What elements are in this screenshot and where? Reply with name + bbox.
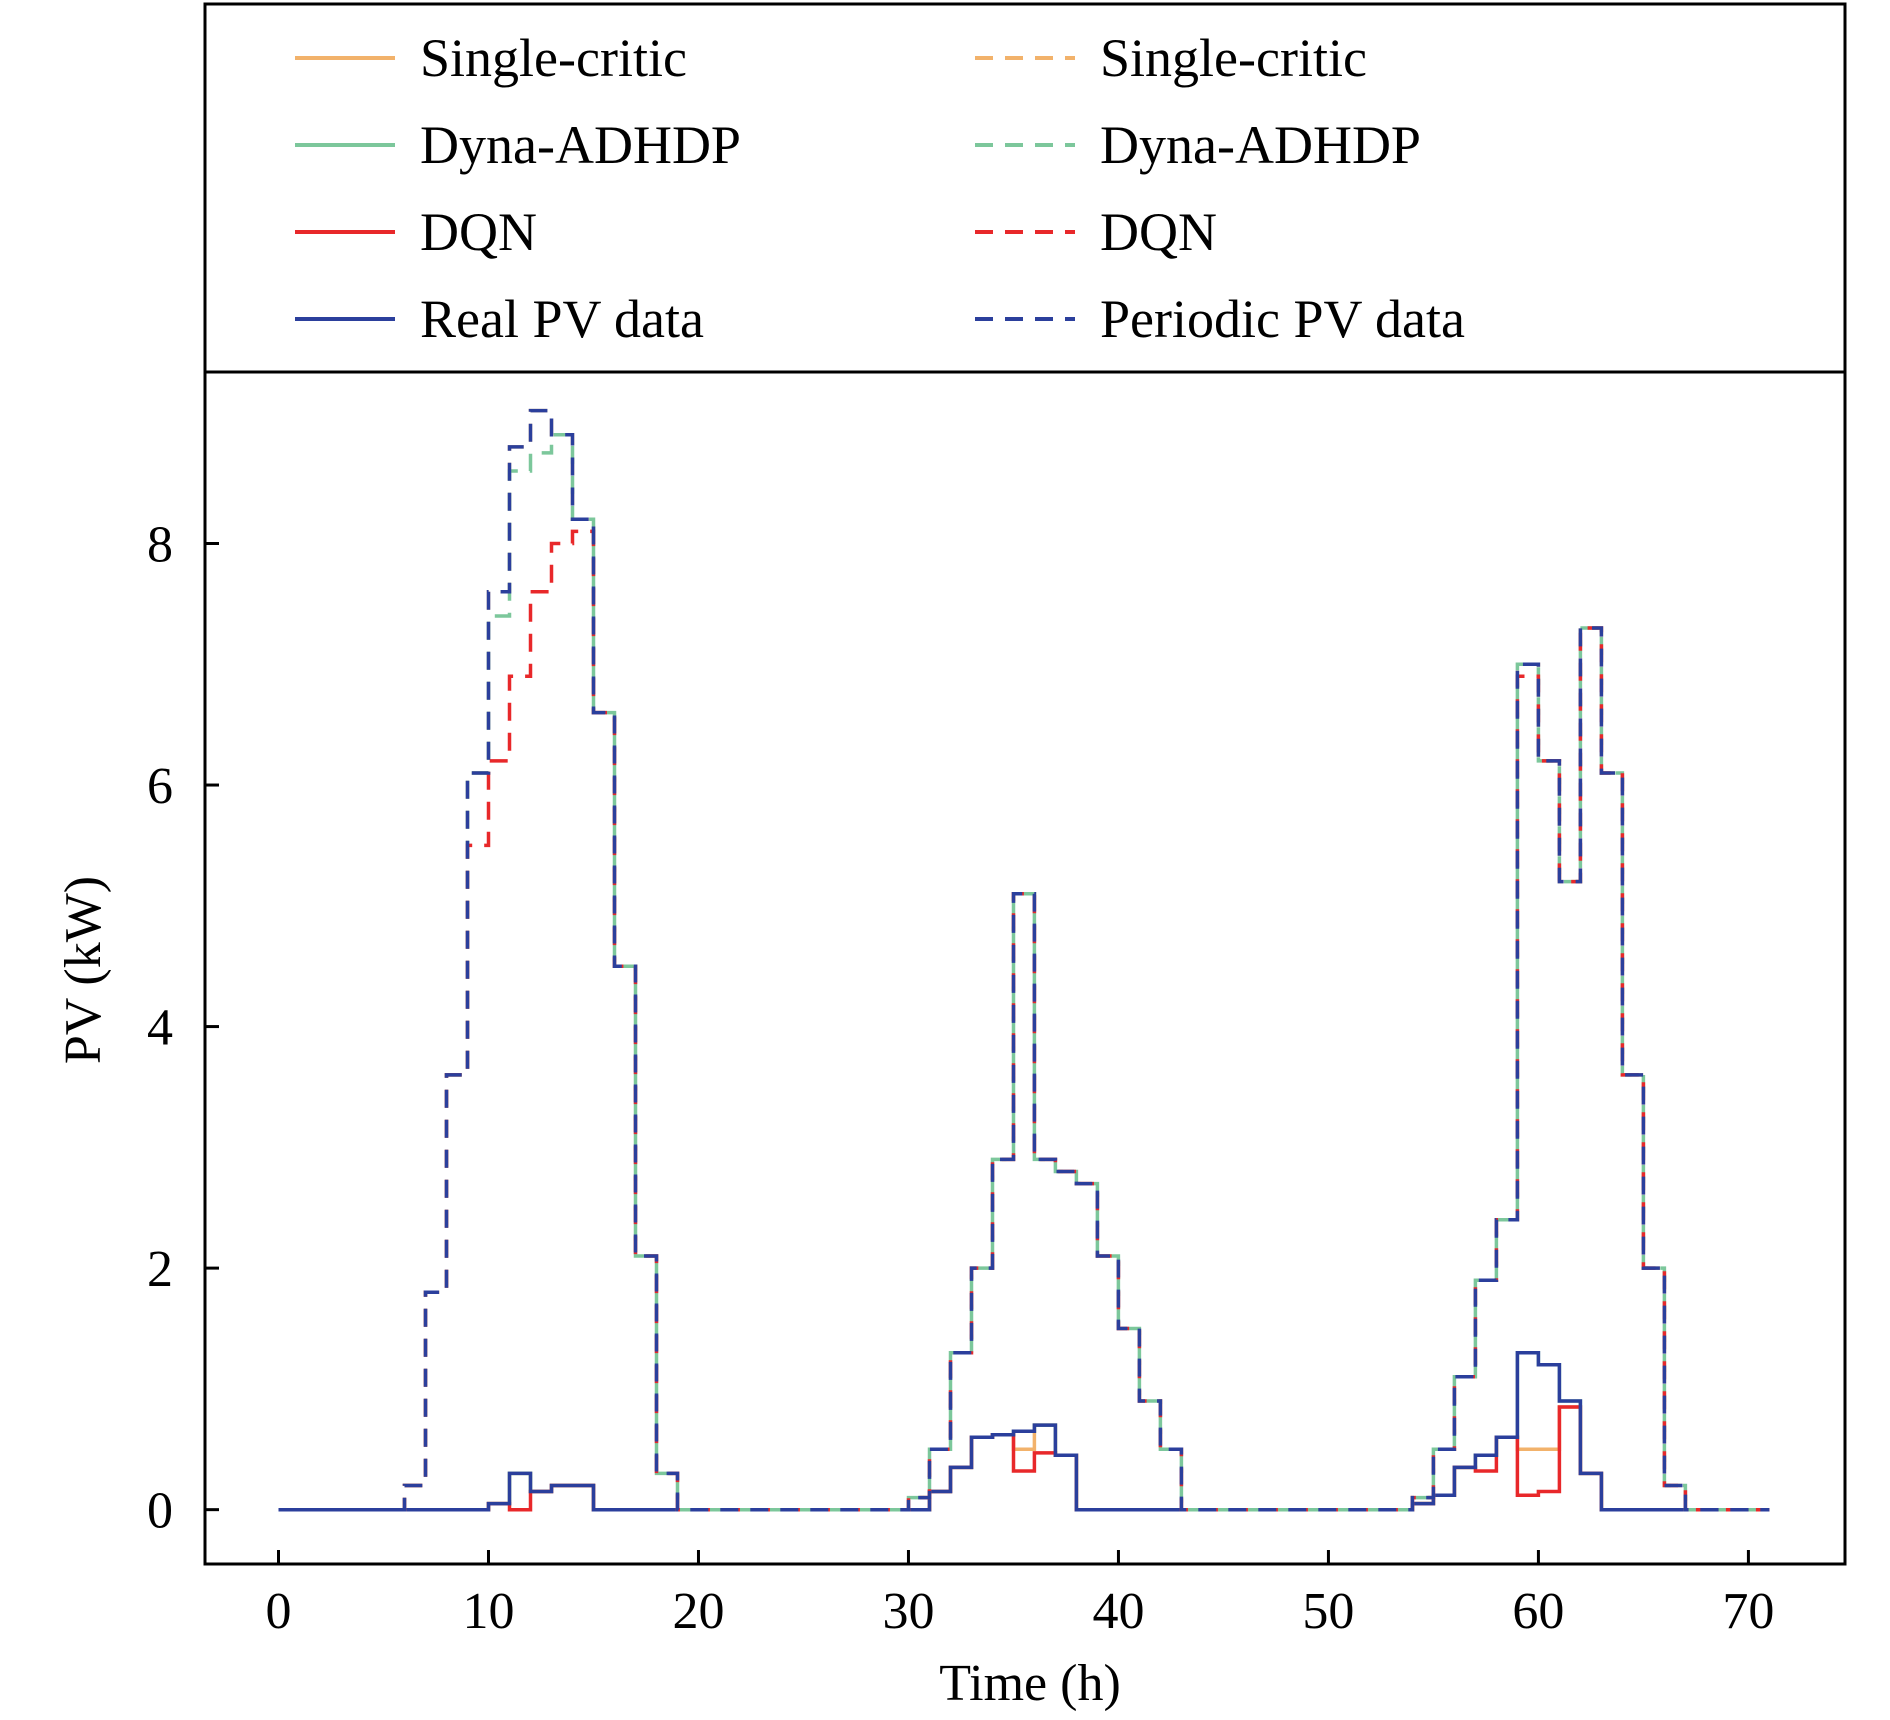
y-tick-label: 0 [147,1483,173,1540]
plot-area [203,370,1847,1566]
x-tick-label: 60 [1512,1583,1564,1640]
legend-label-2: Dyna-ADHDP [420,115,741,175]
legend-label-6: Dyna-ADHDP [1100,115,1421,175]
legend-label-3: DQN [420,202,537,262]
x-tick-label: 40 [1092,1583,1144,1640]
y-axis-label: PV (kW) [55,876,112,1064]
legend-label-8: Periodic PV data [1100,289,1465,349]
y-tick-label: 6 [147,758,173,815]
legend-label-4: Real PV data [420,289,704,349]
legend-box [203,2,1847,374]
x-tick-label: 0 [265,1583,291,1640]
y-tick-label: 4 [147,1000,173,1057]
x-tick-label: 30 [882,1583,934,1640]
legend-label-1: Single-critic [420,28,687,88]
legend-label-5: Single-critic [1100,28,1367,88]
x-tick-label: 20 [672,1583,724,1640]
x-tick-label: 70 [1722,1583,1774,1640]
series-line-4 [278,1350,1770,1512]
y-tick-label: 2 [147,1241,173,1298]
series-line-8 [278,408,1770,1512]
x-axis-label: Time (h) [939,1655,1121,1712]
x-tick-label: 50 [1302,1583,1354,1640]
axes-ticks: 0 10 20 30 40 50 60 70 0 2 4 6 8 [147,516,1774,1640]
y-tick-label: 8 [147,516,173,573]
legend-label-7: DQN [1100,202,1217,262]
legend: Single-critic Dyna-ADHDP DQN Real PV data Si… [203,2,1847,374]
series-group [278,408,1770,1512]
x-tick-label: 10 [462,1583,514,1640]
plot-frame [203,370,1847,1566]
